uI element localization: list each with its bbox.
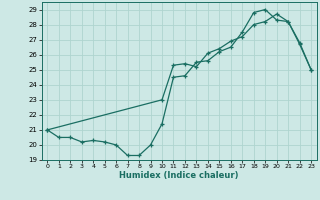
X-axis label: Humidex (Indice chaleur): Humidex (Indice chaleur) [119,171,239,180]
